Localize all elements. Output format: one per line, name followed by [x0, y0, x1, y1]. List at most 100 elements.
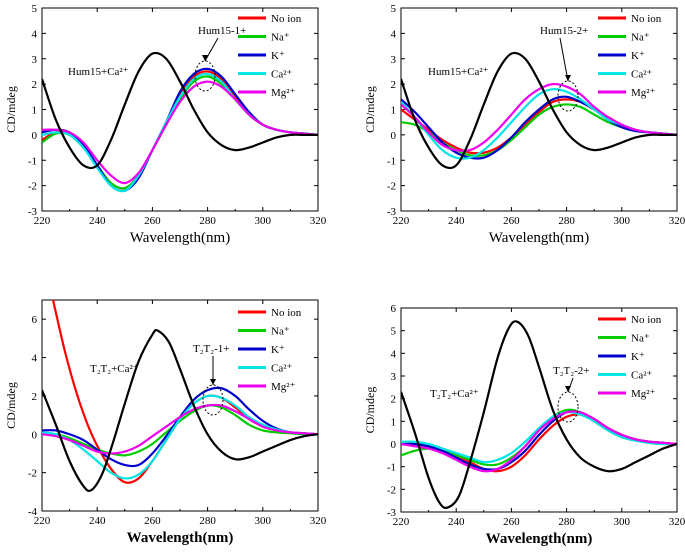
x-tick-label: 300 [614, 516, 631, 528]
panel-1: 220 240 260 280 300 320 -3 -2 -1 0 1 2 3 4 5 Wavelength… [4, 3, 327, 246]
x-tick-label: 280 [558, 215, 575, 227]
legend-label: K⁺ [631, 351, 645, 363]
panel-4: 220 240 260 280 300 320 -3 -2 -1 0 1 2 3 4 5 6 Wavelengt… [363, 303, 685, 547]
y-tick-label: -1 [28, 155, 37, 167]
y-tick-label: 5 [391, 326, 397, 338]
highlight-circle [557, 391, 579, 423]
y-tick-label: -2 [387, 484, 396, 496]
y-tick-label: 0 [32, 429, 38, 441]
series-line-5 [42, 80, 318, 185]
x-tick-label: 240 [89, 215, 106, 227]
y-tick-label: 5 [32, 3, 38, 15]
series-line-6 [401, 320, 677, 510]
series-line-5 [401, 82, 677, 152]
x-tick-label: 240 [448, 215, 465, 227]
arrow-annotation: T₂T₂-1+ [193, 343, 229, 355]
legend-label: Mg²⁺ [631, 388, 656, 400]
annotation-arrow [559, 37, 569, 82]
legend-label: Mg²⁺ [271, 381, 296, 393]
x-tick-label: 320 [669, 215, 685, 227]
y-tick-label: -1 [387, 155, 396, 167]
y-tick-label: -2 [28, 468, 37, 480]
y-tick-label: 4 [391, 28, 397, 40]
y-tick-label: 4 [32, 353, 38, 365]
y-tick-label: 5 [391, 3, 397, 15]
x-tick-label: 280 [558, 516, 575, 528]
series-line-5 [401, 410, 677, 473]
y-tick-label: 2 [32, 79, 38, 91]
complex-annotation: Hum15+Ca²⁺ [68, 66, 129, 78]
y-tick-label: 2 [32, 391, 38, 403]
x-tick-label: 240 [448, 516, 465, 528]
y-tick-label: 1 [391, 416, 397, 428]
legend-label: K⁺ [271, 344, 285, 356]
series-line-2 [42, 404, 318, 457]
series-line-3 [42, 386, 318, 468]
x-axis-label: Wavelength(nm) [127, 530, 234, 546]
series-line-4 [401, 88, 677, 160]
x-tick-label: 260 [144, 215, 161, 227]
x-tick-label: 300 [255, 215, 272, 227]
y-tick-label: 0 [391, 439, 397, 451]
x-tick-label: 320 [310, 215, 327, 227]
y-tick-label: 0 [32, 130, 38, 142]
y-tick-label: -2 [387, 181, 396, 193]
legend-label: No ion [271, 307, 302, 319]
series-line-6 [401, 51, 677, 170]
legend-label: Ca²⁺ [271, 69, 293, 81]
y-tick-label: 2 [391, 79, 397, 91]
x-tick-label: 280 [199, 215, 216, 227]
y-axis-label: CD/mdeg [4, 382, 18, 429]
y-axis-label: CD/mdeg [4, 86, 18, 133]
y-tick-label: 1 [32, 105, 38, 117]
legend-label: Na⁺ [631, 333, 650, 345]
legend-label: No ion [631, 314, 662, 326]
legend-label: Na⁺ [271, 326, 290, 338]
complex-annotation: T₂T₂+Ca²⁺ [90, 363, 139, 375]
legend-label: No ion [631, 13, 662, 25]
y-tick-label: 0 [391, 130, 397, 142]
y-tick-label: -3 [387, 206, 397, 218]
arrow-head [565, 386, 571, 392]
complex-annotation: Hum15+Ca²⁺ [428, 66, 489, 78]
arrow-annotation: T₂T₂-2+ [553, 365, 589, 377]
legend-label: Mg²⁺ [271, 87, 296, 99]
legend-label: K⁺ [631, 50, 645, 62]
y-tick-label: -3 [387, 507, 397, 519]
y-tick-label: -3 [28, 206, 38, 218]
series-line-6 [42, 51, 318, 170]
legend-label: Ca²⁺ [631, 69, 653, 81]
series-line-2 [401, 408, 677, 467]
series-line-4 [401, 411, 677, 464]
x-tick-label: 260 [144, 515, 161, 527]
series-line-4 [42, 394, 318, 480]
x-tick-label: 280 [199, 515, 216, 527]
legend-label: Na⁺ [271, 32, 290, 44]
panel-3: 220 240 260 280 300 320 -4 -2 0 2 4 6 Wavelength(nm)… [4, 299, 327, 546]
arrow-head [202, 55, 208, 61]
x-axis-label: Wavelength(nm) [489, 230, 589, 246]
highlight-circle [202, 384, 224, 416]
y-tick-label: 4 [32, 28, 38, 40]
x-tick-label: 220 [34, 515, 51, 527]
legend-label: Na⁺ [631, 32, 650, 44]
complex-annotation: T₂T₂+Ca²⁺ [430, 388, 479, 400]
series-line-3 [401, 95, 677, 160]
y-tick-label: 4 [391, 348, 397, 360]
arrow-annotation: Hum15-2+ [540, 25, 588, 37]
panel-2: 220 240 260 280 300 320 -3 -2 -1 0 1 2 3 4 5 Wavelength… [363, 3, 685, 246]
arrow-head [565, 75, 571, 81]
y-tick-label: 3 [391, 371, 397, 383]
y-tick-label: 2 [391, 394, 397, 406]
y-tick-label: -4 [28, 506, 38, 518]
x-tick-label: 320 [669, 516, 685, 528]
x-tick-label: 300 [255, 515, 272, 527]
y-axis-label: CD/mdeg [363, 387, 377, 434]
x-tick-label: 220 [393, 516, 410, 528]
legend-label: No ion [271, 13, 302, 25]
y-axis-label: CD/mdeg [363, 86, 377, 133]
series-line-6 [42, 328, 318, 493]
x-axis-label: Wavelength(nm) [130, 230, 230, 246]
arrow-head [210, 379, 216, 385]
